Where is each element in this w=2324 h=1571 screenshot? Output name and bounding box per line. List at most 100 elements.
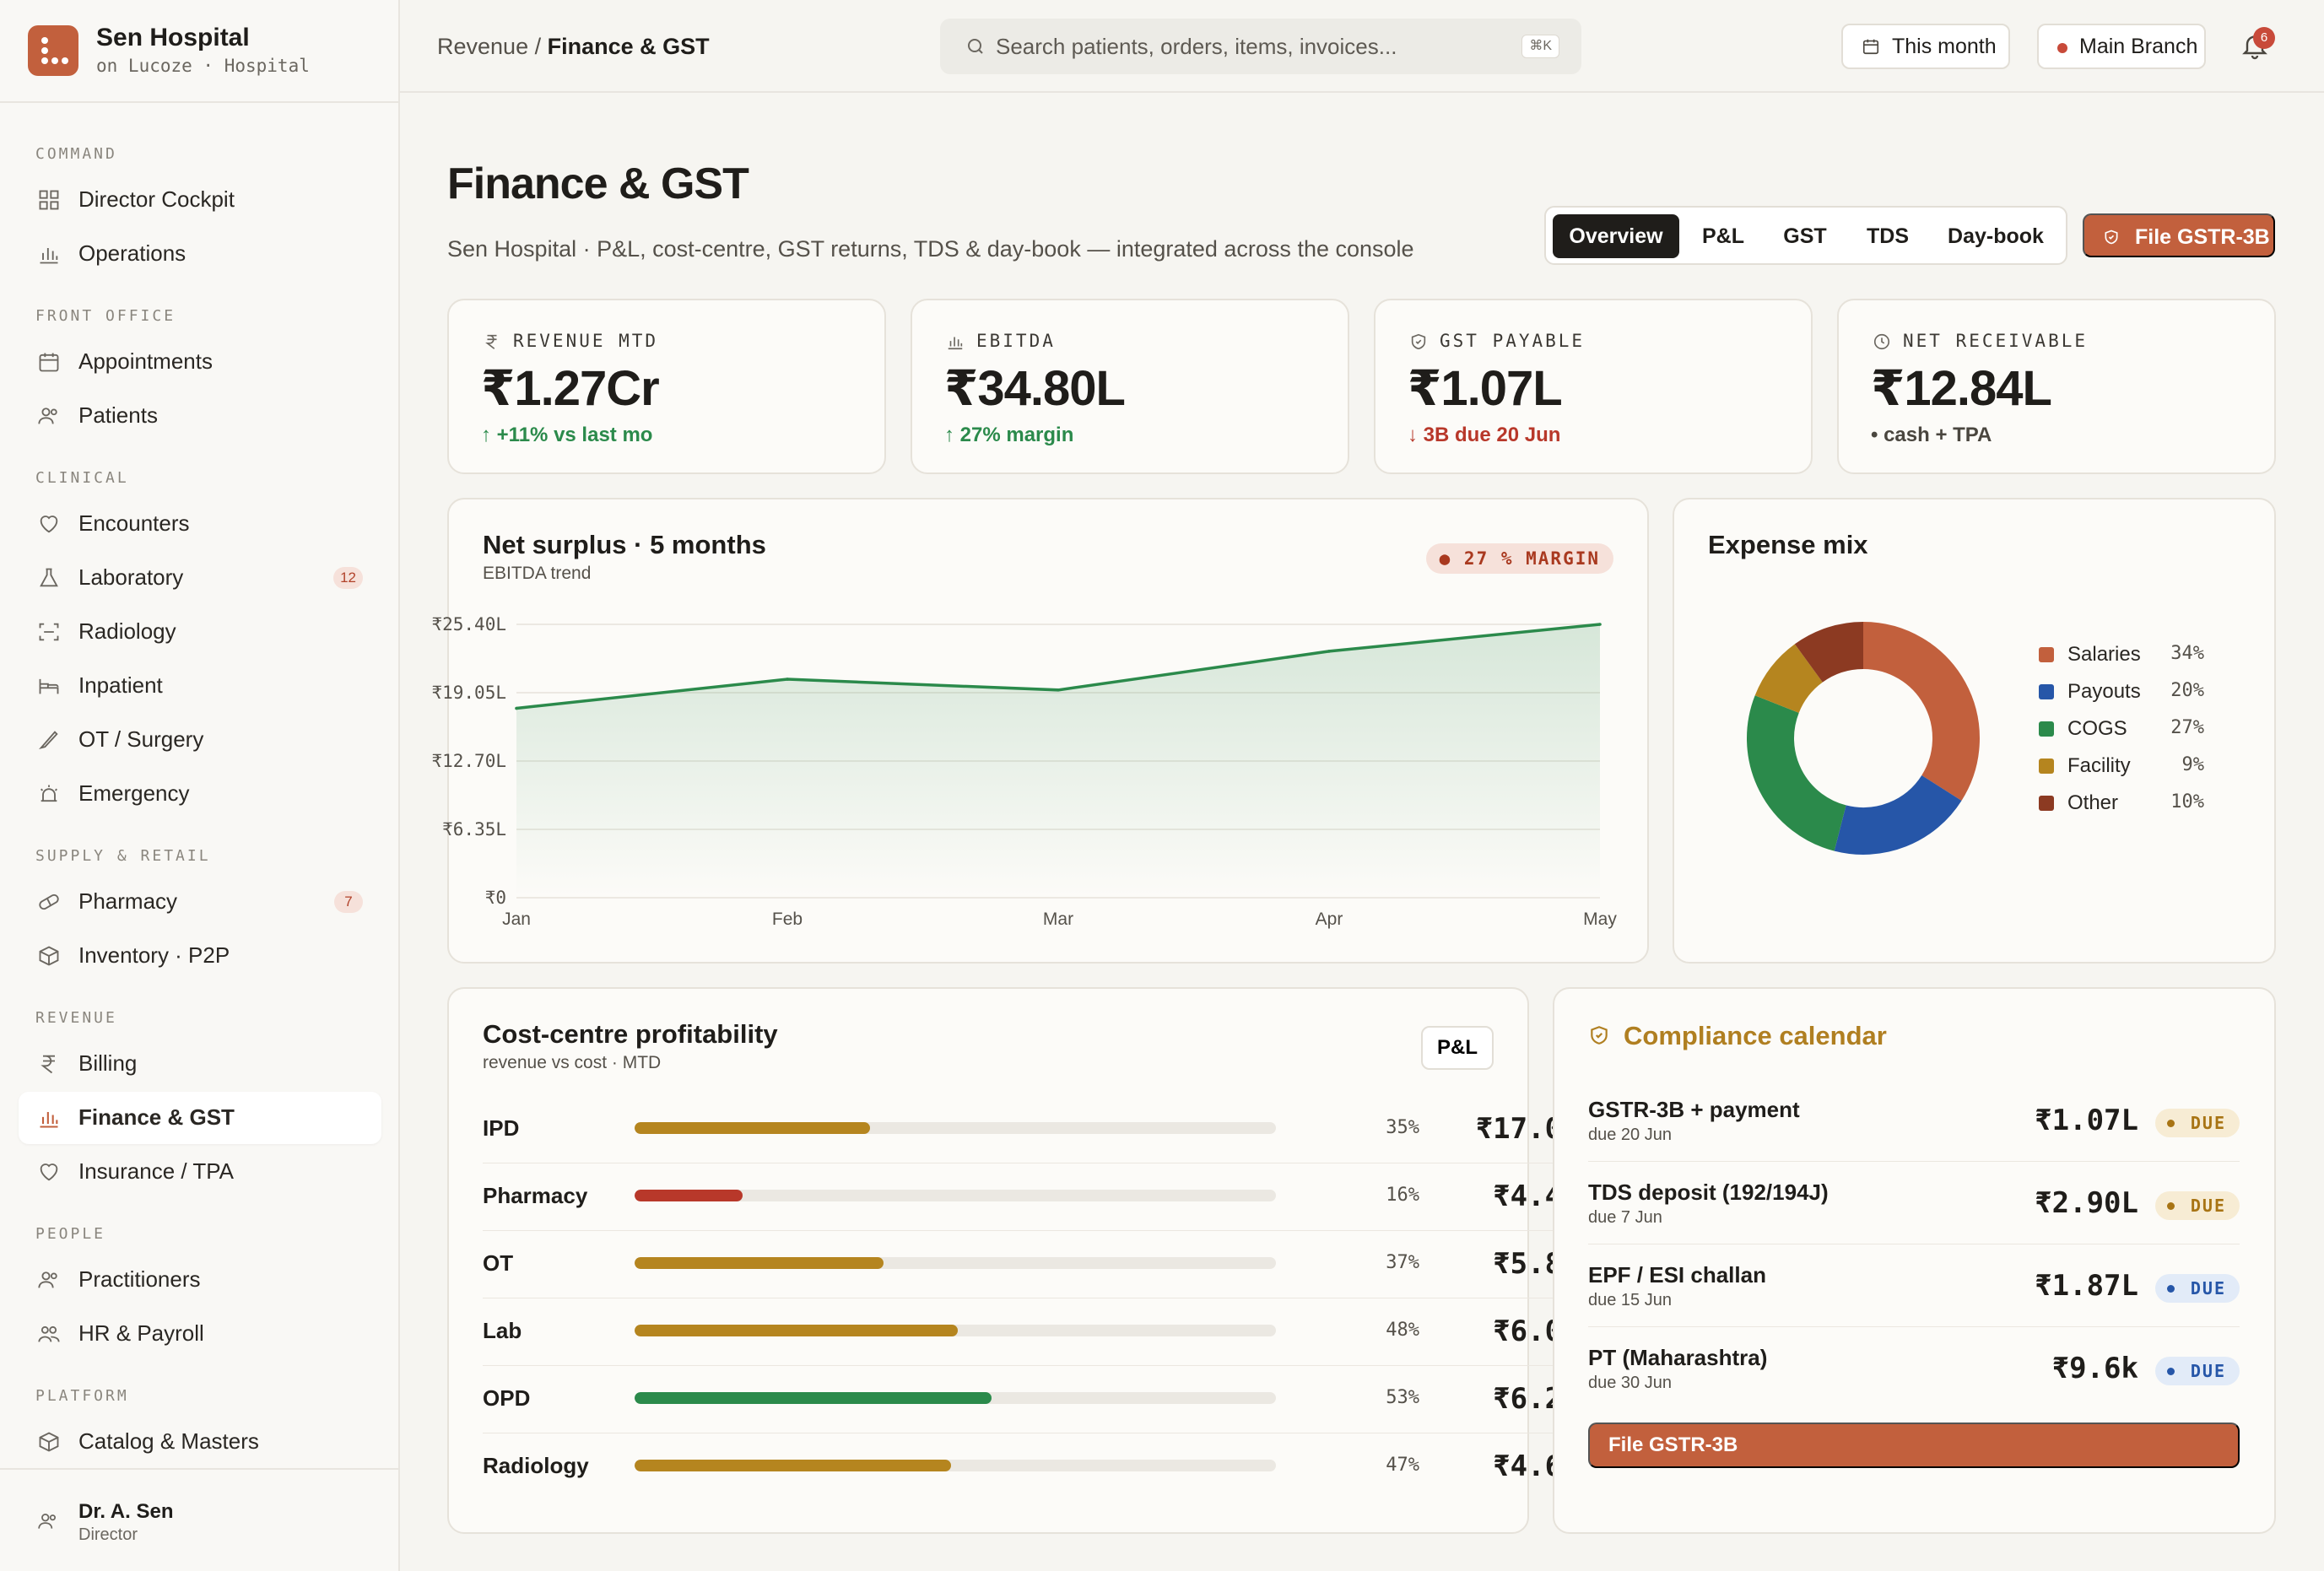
compliance-item-due-date: due 20 Jun xyxy=(1588,1126,1672,1144)
tab-day-book[interactable]: Day-book xyxy=(1948,224,2044,248)
user-profile[interactable]: Dr. A. Sen Director xyxy=(0,1468,398,1571)
tab-overview[interactable]: Overview xyxy=(1553,214,1679,258)
net-surplus-title: Net surplus · 5 months xyxy=(483,530,766,559)
calendar-icon xyxy=(39,353,59,372)
scan-icon xyxy=(39,623,59,641)
sidebar-item-patients[interactable]: Patients xyxy=(19,390,381,442)
sidebar-item-label: Patients xyxy=(78,402,158,428)
compliance-item-title: GSTR-3B + payment xyxy=(1588,1097,1800,1122)
sidebar-item-pharmacy[interactable]: Pharmacy 7 xyxy=(19,876,381,928)
nav-section-revenue: REVENUE xyxy=(35,1009,117,1027)
sidebar-item-operations[interactable]: Operations xyxy=(19,228,381,280)
sidebar-item-encounters[interactable]: Encounters xyxy=(19,498,381,550)
donut-slice-payouts xyxy=(1834,775,1962,855)
x-tick-label: May xyxy=(1583,910,1617,929)
margin-bar-track xyxy=(635,1392,1276,1404)
sidebar-item-label: Inpatient xyxy=(78,672,163,698)
rupee-icon xyxy=(485,334,497,349)
x-tick-label: Feb xyxy=(772,910,803,929)
donut-slice-facility xyxy=(1754,644,1824,714)
breadcrumb-parent[interactable]: Revenue xyxy=(437,34,529,59)
shield-icon xyxy=(1591,1026,1608,1045)
shield-icon xyxy=(1411,333,1426,350)
brand-subtitle: on Lucoze · Hospital xyxy=(96,56,310,76)
data-point xyxy=(1327,650,1331,653)
brand-header[interactable]: Sen Hospital on Lucoze · Hospital xyxy=(0,0,398,103)
margin-bar-track xyxy=(635,1190,1276,1201)
kpi-value: ₹12.84L xyxy=(1871,361,2052,416)
pl-button[interactable]: P&L xyxy=(1421,1026,1494,1070)
sidebar: Sen Hospital on Lucoze · Hospital COMMAN… xyxy=(0,0,400,1571)
sidebar-item-finance-gst[interactable]: Finance & GST xyxy=(19,1092,381,1144)
compliance-item-title: PT (Maharashtra) xyxy=(1588,1345,1768,1370)
sidebar-item-label: Practitioners xyxy=(78,1266,201,1292)
kpi-label: NET RECEIVABLE xyxy=(1903,331,2089,351)
legend-label: Salaries xyxy=(2067,643,2141,666)
search-icon xyxy=(968,39,983,54)
sidebar-item-radiology[interactable]: Radiology xyxy=(19,606,381,658)
margin-bar-fill xyxy=(635,1460,952,1471)
nav-section-front-office: FRONT OFFICE xyxy=(35,307,176,325)
period-selector-button[interactable]: This month xyxy=(1841,24,2010,69)
file-gstr-3b-button[interactable]: File GSTR-3B xyxy=(2083,213,2275,257)
search-input[interactable] xyxy=(996,19,1502,74)
sidebar-item-insurance-tpa[interactable]: Insurance / TPA xyxy=(19,1146,381,1198)
sidebar-item-emergency[interactable]: Emergency xyxy=(19,768,381,820)
compliance-item[interactable]: TDS deposit (192/194J) due 7 Jun ₹2.90L DUE xyxy=(1588,1161,2240,1244)
compliance-card: Compliance calendar GSTR-3B + payment due… xyxy=(1553,987,2276,1534)
compliance-item-title: EPF / ESI challan xyxy=(1588,1262,1766,1288)
compliance-item-title: TDS deposit (192/194J) xyxy=(1588,1180,1829,1205)
margin-bar-fill xyxy=(635,1392,992,1404)
compliance-item[interactable]: PT (Maharashtra) due 30 Jun ₹9.6k DUE xyxy=(1588,1326,2240,1409)
sidebar-item-inpatient[interactable]: Inpatient xyxy=(19,660,381,712)
bar-chart-icon xyxy=(40,248,58,264)
kpi-value: ₹34.80L xyxy=(944,361,1126,416)
cost-centre-row: Lab 48% ₹6.00L xyxy=(483,1298,1597,1365)
sidebar-item-label: Operations xyxy=(78,240,186,266)
branch-selector-button[interactable]: Main Branch xyxy=(2037,24,2206,69)
net-surplus-subtitle: EBITDA trend xyxy=(483,564,592,583)
expense-mix-card: Expense mix Salaries 34% Payouts 20% COGS 27%… xyxy=(1673,498,2276,964)
data-point xyxy=(1598,623,1602,626)
legend-swatch xyxy=(2039,647,2054,662)
sidebar-item-laboratory[interactable]: Laboratory 12 xyxy=(19,552,381,604)
margin-percent: 47% xyxy=(1386,1455,1419,1476)
row-divider xyxy=(483,1230,1558,1231)
expense-mix-title: Expense mix xyxy=(1708,530,1868,559)
y-tick-label: ₹19.05L xyxy=(431,683,506,703)
row-divider xyxy=(483,1365,1558,1366)
legend-value: 9% xyxy=(2181,754,2205,775)
nav-section-people: PEOPLE xyxy=(35,1225,106,1243)
tab-tds[interactable]: TDS xyxy=(1867,224,1909,248)
tab-pl[interactable]: P&L xyxy=(1702,224,1744,248)
x-tick-label: Apr xyxy=(1316,910,1343,929)
y-tick-label: ₹25.40L xyxy=(431,614,506,634)
sidebar-item-billing[interactable]: Billing xyxy=(19,1038,381,1090)
sidebar-item-appointments[interactable]: Appointments xyxy=(19,336,381,388)
cost-centre-name: Pharmacy xyxy=(483,1183,588,1208)
legend-swatch xyxy=(2039,721,2054,737)
box-icon xyxy=(39,1432,59,1452)
sidebar-item-label: OT / Surgery xyxy=(78,726,204,752)
sidebar-item-label: Laboratory xyxy=(78,564,184,590)
compliance-item[interactable]: EPF / ESI challan due 15 Jun ₹1.87L DUE xyxy=(1588,1244,2240,1326)
tab-gst[interactable]: GST xyxy=(1783,224,1827,248)
brand-title: Sen Hospital xyxy=(96,24,250,51)
sidebar-item-ot-surgery[interactable]: OT / Surgery xyxy=(19,714,381,766)
sidebar-item-practitioners[interactable]: Practitioners xyxy=(19,1254,381,1306)
sidebar-item-director-cockpit[interactable]: Director Cockpit xyxy=(19,174,381,226)
sidebar-item-inventory[interactable]: Inventory · P2P xyxy=(19,930,381,982)
sidebar-item-label: Appointments xyxy=(78,348,213,374)
compliance-item[interactable]: GSTR-3B + payment due 20 Jun ₹1.07L DUE xyxy=(1588,1078,2240,1161)
donut-slice-other xyxy=(1794,622,1865,683)
x-tick-label: Mar xyxy=(1043,910,1073,929)
search-bar[interactable]: ⌘K xyxy=(940,19,1581,74)
sidebar-item-label: Billing xyxy=(78,1050,138,1076)
sidebar-item-label: Encounters xyxy=(78,510,190,536)
sidebar-item-hr-payroll[interactable]: HR & Payroll xyxy=(19,1308,381,1360)
file-gstr-3b-bottom-button[interactable]: File GSTR-3B xyxy=(1588,1423,2240,1468)
breadcrumb-current: Finance & GST xyxy=(547,34,710,59)
period-label: This month xyxy=(1892,34,1997,58)
sidebar-item-catalog-masters[interactable]: Catalog & Masters xyxy=(19,1416,381,1468)
data-point xyxy=(515,706,518,710)
